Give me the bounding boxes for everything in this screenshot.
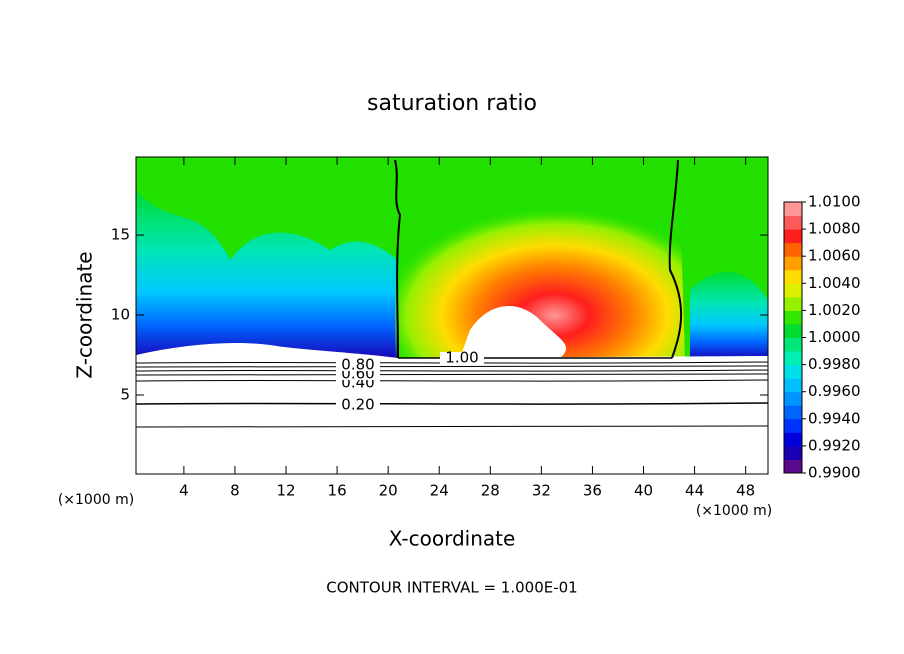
contour-label-bg bbox=[440, 352, 484, 364]
colorbar-band bbox=[784, 242, 802, 257]
colorbar-band bbox=[784, 202, 802, 217]
contour-1 bbox=[394, 159, 402, 359]
field bbox=[136, 157, 768, 474]
colorbar-band bbox=[784, 378, 802, 393]
colorbar-label: 0.9900 bbox=[808, 464, 861, 482]
x-tick-label: 12 bbox=[276, 482, 295, 500]
x-unit-label: (×1000 m) bbox=[696, 503, 772, 519]
colorbar-label: 1.0000 bbox=[808, 328, 861, 346]
colorbar-label: 1.0100 bbox=[808, 193, 861, 211]
colorbar-label: 0.9980 bbox=[808, 355, 861, 373]
x-tick-label: 44 bbox=[685, 482, 704, 500]
x-tick-label: 32 bbox=[532, 482, 551, 500]
x-axis-label: X-coordinate bbox=[389, 527, 516, 551]
contour-label: 1.00 bbox=[445, 349, 478, 367]
colorbar-label: 1.0020 bbox=[808, 301, 861, 319]
colorbar-band bbox=[784, 459, 802, 474]
contour-label: 0.80 bbox=[341, 356, 374, 374]
colorbar-band bbox=[784, 256, 802, 271]
colorbar-band bbox=[784, 215, 802, 230]
footer: CONTOUR INTERVAL = 1.000E-01 bbox=[326, 579, 577, 597]
contour-line bbox=[135, 402, 769, 405]
colorbar-band bbox=[784, 351, 802, 366]
contour-label: 0.20 bbox=[341, 396, 374, 414]
colorbar-band bbox=[784, 283, 802, 298]
colorbar-label: 0.9960 bbox=[808, 382, 861, 400]
x-tick-label: 24 bbox=[430, 482, 449, 500]
contour-1 bbox=[668, 159, 683, 359]
y-tick-label: 15 bbox=[111, 226, 130, 244]
colorbar-label: 1.0040 bbox=[808, 274, 861, 292]
colorbar-band bbox=[784, 364, 802, 379]
contour-line bbox=[135, 369, 769, 372]
colorbar-band bbox=[784, 269, 802, 284]
colorbar-band bbox=[784, 310, 802, 325]
x-tick-label: 48 bbox=[736, 482, 755, 500]
colorbar-band bbox=[784, 337, 802, 352]
colorbar-label: 0.9920 bbox=[808, 436, 861, 454]
x-unit-label: (×1000 m) bbox=[58, 492, 134, 508]
x-tick-label: 8 bbox=[230, 482, 240, 500]
y-axis-label: Z-coordinate bbox=[73, 251, 97, 378]
y-tick-label: 5 bbox=[120, 385, 130, 403]
colorbar-band bbox=[784, 323, 802, 338]
colorbar-band bbox=[784, 445, 802, 460]
y-tick-label: 10 bbox=[111, 306, 130, 324]
chart-title: saturation ratio bbox=[367, 91, 537, 116]
x-tick-label: 36 bbox=[583, 482, 602, 500]
contour-line bbox=[135, 379, 769, 382]
x-tick-label: 40 bbox=[634, 482, 653, 500]
contour-label-bg bbox=[336, 359, 380, 371]
x-tick-label: 4 bbox=[179, 482, 189, 500]
x-tick-label: 16 bbox=[328, 482, 347, 500]
colorbar-label: 1.0060 bbox=[808, 247, 861, 265]
x-tick-label: 28 bbox=[481, 482, 500, 500]
contour-label-bg bbox=[336, 399, 380, 411]
colorbar-label: 0.9940 bbox=[808, 409, 861, 427]
colorbar-band bbox=[784, 229, 802, 244]
colorbar-band bbox=[784, 405, 802, 420]
colorbar-band bbox=[784, 391, 802, 406]
contour-line bbox=[135, 361, 769, 364]
x-tick-label: 20 bbox=[379, 482, 398, 500]
colorbar-band bbox=[784, 418, 802, 433]
colorbar-band bbox=[784, 432, 802, 447]
colorbar-label: 1.0080 bbox=[808, 220, 861, 238]
colorbar-band bbox=[784, 296, 802, 311]
